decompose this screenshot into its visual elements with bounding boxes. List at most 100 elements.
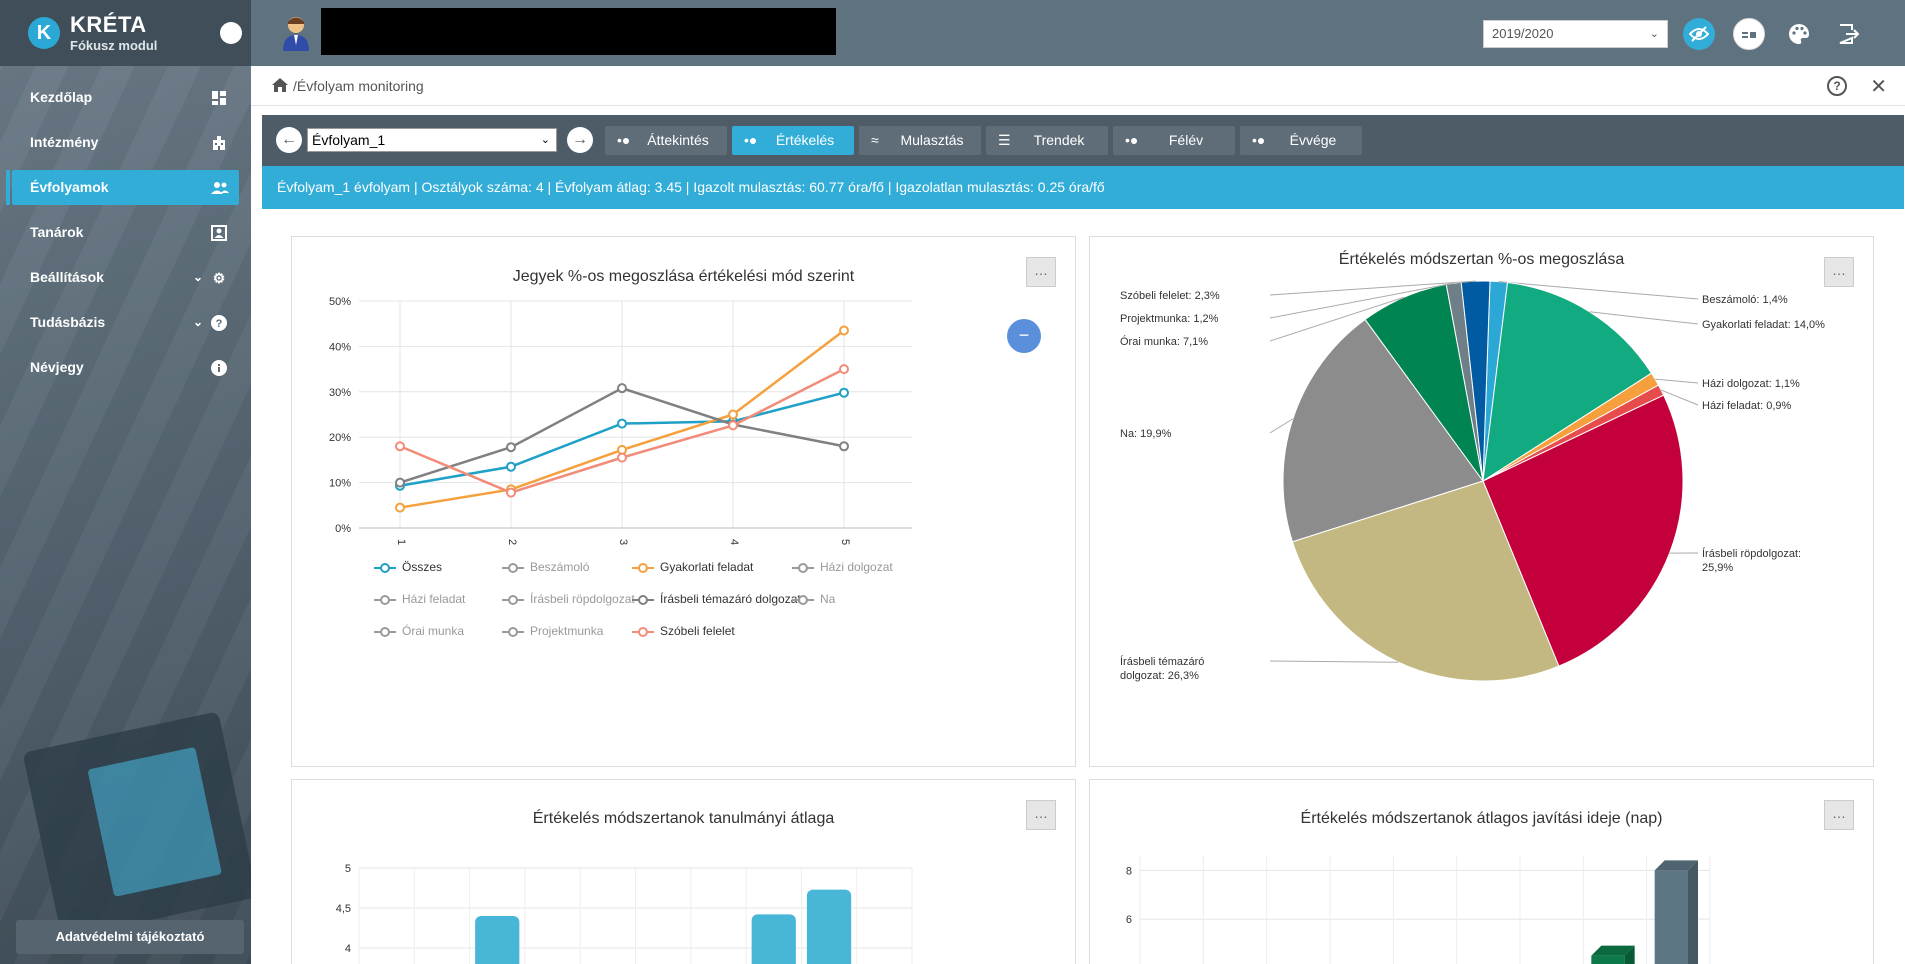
legend-label: Összes — [402, 560, 443, 574]
active-indicator — [6, 170, 10, 205]
legend-item[interactable]: Beszámoló — [502, 559, 589, 575]
app-title: KRÉTA — [70, 12, 147, 37]
tab-felev[interactable]: •● Félév — [1113, 126, 1235, 155]
next-arrow-button[interactable]: → — [567, 127, 593, 153]
bar-side — [1688, 860, 1698, 964]
line-chart-card: Jegyek %-os megoszlása értékelési mód sz… — [291, 236, 1076, 767]
legend-label: Írásbeli témazáró dolgozat — [660, 592, 801, 606]
bubbles-icon: •● — [1252, 132, 1266, 148]
legend-label: Házi feladat — [402, 592, 466, 606]
y-tick-label: 20% — [329, 432, 351, 444]
sidebar-item-label: Tanárok — [30, 224, 84, 240]
chart-title: Értékelés módszertan %-os megoszlása — [1338, 251, 1625, 268]
pie-leader-line — [1655, 378, 1699, 384]
legend-label: Projektmunka — [530, 624, 604, 638]
sidebar-toggle[interactable] — [220, 22, 242, 44]
sidebar-item-tanarok[interactable]: Tanárok — [12, 215, 239, 250]
bar-side — [1624, 945, 1635, 964]
pie-slice — [1291, 480, 1560, 682]
logout-icon[interactable] — [1833, 18, 1865, 50]
palette-icon[interactable] — [1783, 18, 1815, 50]
top-header: 2019/2020 ⌄ — [251, 0, 1905, 66]
chevron-down-icon: ⌄ — [1649, 28, 1659, 40]
data-point — [728, 420, 738, 431]
legend-item[interactable]: Házi feladat — [374, 591, 465, 607]
close-icon[interactable]: ✕ — [1870, 76, 1887, 98]
tab-attekintes[interactable]: •● Áttekintés — [605, 126, 727, 155]
bubbles-icon: •● — [744, 132, 758, 148]
legend-item[interactable]: Írásbeli röpdolgozat — [502, 591, 635, 607]
pie-label: dolgozat: 26,3% — [1120, 670, 1199, 682]
data-point — [395, 502, 405, 513]
bar — [475, 916, 520, 964]
legend-marker — [374, 562, 396, 573]
y-tick-label: 50% — [329, 296, 351, 308]
chart-menu-button[interactable]: … — [1026, 257, 1056, 287]
sidebar: K KRÉTA Fókusz modul Kezdőlap Intézmény … — [0, 0, 251, 964]
legend-item[interactable]: Házi dolgozat — [792, 559, 893, 575]
list-icon: ☰ — [998, 132, 1011, 148]
help-icon: ? — [211, 315, 227, 331]
tab-mulasztas[interactable]: ≈ Mulasztás — [859, 126, 981, 155]
pie-leader-line — [1269, 418, 1294, 434]
chart-menu-button[interactable]: … — [1824, 800, 1854, 830]
legend-item[interactable]: Gyakorlati feladat — [632, 559, 753, 575]
x-tick-label: 5 — [839, 539, 851, 545]
legend-marker — [502, 562, 524, 573]
dashboard-content: Jegyek %-os megoszlása értékelési mód sz… — [262, 209, 1904, 964]
y-tick-label: 8 — [1126, 865, 1132, 877]
legend-item[interactable]: Szóbeli felelet — [632, 623, 735, 639]
data-point — [839, 364, 849, 375]
data-point — [395, 477, 405, 488]
pie-leader-line — [1269, 660, 1399, 663]
data-point — [506, 442, 516, 453]
school-year-select[interactable]: 2019/2020 ⌄ — [1483, 20, 1668, 48]
info-icon — [211, 360, 227, 376]
eye-slash-icon[interactable] — [1683, 18, 1715, 50]
x-tick-label: 3 — [617, 539, 629, 545]
sidebar-item-beallitasok[interactable]: Beállítások ⌄ ⚙ — [12, 260, 239, 295]
legend-item[interactable]: Projektmunka — [502, 623, 603, 639]
legend-marker — [632, 562, 654, 573]
zoom-reset-button[interactable]: − — [1007, 319, 1041, 353]
grade-select[interactable]: Évfolyam_1 ⌄ — [307, 128, 557, 152]
legend-item[interactable]: Na — [792, 591, 835, 607]
x-tick-label: 1 — [395, 539, 407, 545]
home-icon[interactable] — [271, 77, 289, 93]
id-card-icon[interactable] — [1733, 18, 1765, 50]
gear-icon: ⚙ — [212, 270, 226, 286]
pie-leader-line — [1269, 280, 1476, 296]
group-icon — [211, 180, 229, 196]
sidebar-item-kezdolap[interactable]: Kezdőlap — [12, 80, 239, 115]
chart-menu-button[interactable]: … — [1026, 800, 1056, 830]
bar-chart-card-correction: Értékelés módszertanok átlagos javítási … — [1089, 779, 1874, 964]
chart-menu-button[interactable]: … — [1824, 257, 1854, 287]
y-tick-label: 4 — [345, 943, 351, 955]
privacy-button[interactable]: Adatvédelmi tájékoztató — [16, 920, 244, 954]
tab-trendek[interactable]: ☰ Trendek — [986, 126, 1108, 155]
legend-item[interactable]: Órai munka — [374, 623, 464, 639]
pie-label: Beszámoló: 1,4% — [1702, 294, 1788, 306]
tab-ertekeles[interactable]: •● Értékelés — [732, 126, 854, 155]
breadcrumb-text: /Évfolyam monitoring — [293, 78, 424, 94]
person-card-icon — [211, 225, 227, 241]
legend-item[interactable]: Írásbeli témazáró dolgozat — [632, 591, 801, 607]
sidebar-item-evfolyamok[interactable]: Évfolyamok — [12, 170, 239, 205]
previous-arrow-button[interactable]: ← — [276, 127, 302, 153]
pie-label: Házi dolgozat: 1,1% — [1702, 378, 1800, 390]
pie-slice — [1482, 281, 1653, 482]
tab-evvege[interactable]: •● Évvége — [1240, 126, 1362, 155]
chart-title: Jegyek %-os megoszlása értékelési mód sz… — [512, 268, 855, 285]
legend-label: Na — [820, 592, 836, 606]
pie-label: Házi feladat: 0,9% — [1702, 400, 1791, 412]
bar — [806, 889, 852, 964]
help-icon[interactable]: ? — [1827, 76, 1847, 96]
sidebar-item-nevjegy[interactable]: Névjegy — [12, 350, 239, 385]
sidebar-item-tudasbazis[interactable]: Tudásbázis ⌄ ? — [12, 305, 239, 340]
sidebar-item-intezmeny[interactable]: Intézmény — [12, 125, 239, 160]
legend-item[interactable]: Összes — [374, 559, 442, 575]
chevron-down-icon: ⌄ — [192, 315, 203, 329]
breadcrumb: /Évfolyam monitoring ? ✕ — [251, 66, 1905, 106]
bar — [1654, 870, 1688, 964]
tablet-illustration — [22, 711, 251, 939]
